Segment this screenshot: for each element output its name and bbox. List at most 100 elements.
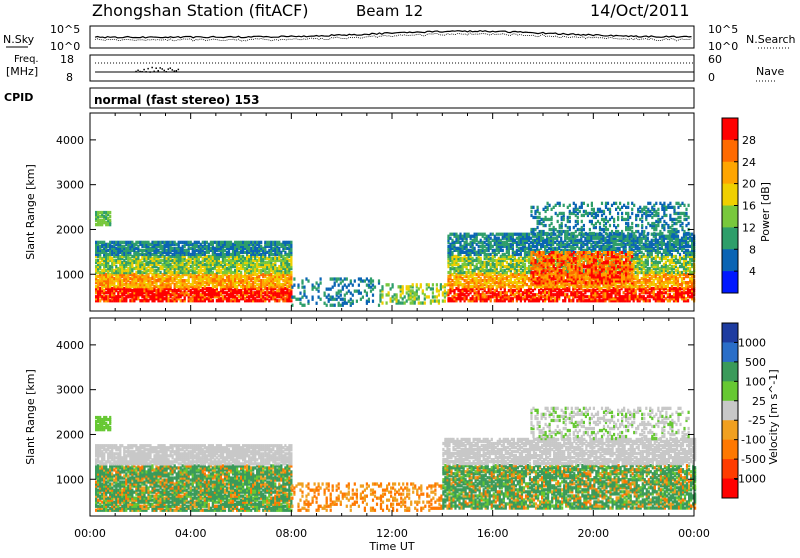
echo-cell (596, 241, 598, 244)
echo-cell (151, 273, 153, 276)
echo-cell (592, 245, 594, 248)
echo-cell (468, 299, 470, 302)
echo-cell (115, 241, 117, 244)
echo-cell (447, 235, 449, 238)
echo-cell (164, 277, 166, 280)
echo-cell (522, 291, 524, 294)
echo-cell (516, 295, 518, 298)
echo-cell (137, 245, 139, 248)
echo-cell (492, 275, 494, 278)
echo-cell (95, 285, 97, 288)
echo-cell (99, 245, 101, 248)
echo-cell (500, 255, 502, 258)
echo-cell (364, 279, 366, 282)
echo-cell (117, 241, 119, 244)
echo-cell (155, 289, 157, 292)
echo-cell (464, 251, 466, 254)
echo-cell (500, 239, 502, 242)
echo-cell (320, 298, 322, 301)
echo-cell (95, 241, 97, 244)
echo-cell (381, 301, 383, 304)
echo-cell (226, 283, 228, 286)
echo-cell (192, 261, 194, 264)
echo-cell (484, 287, 486, 290)
echo-cell (262, 289, 264, 292)
echo-cell (234, 269, 236, 272)
echo-cell (266, 261, 268, 264)
echo-cell (556, 243, 558, 246)
echo-cell (220, 297, 222, 300)
echo-cell (101, 257, 103, 260)
echo-cell (188, 293, 190, 296)
echo-cell (586, 295, 588, 298)
echo-cell (584, 237, 586, 240)
echo-cell (188, 285, 190, 288)
echo-cell (180, 275, 182, 278)
echo-cell (178, 285, 180, 288)
echo-cell (218, 253, 220, 256)
echo-cell (123, 259, 125, 262)
echo-cell (238, 299, 240, 302)
echo-cell (484, 241, 486, 244)
echo-cell (240, 285, 242, 288)
echo-cell (264, 279, 266, 282)
echo-cell (576, 235, 578, 238)
echo-cell (526, 247, 528, 250)
echo-cell (280, 259, 282, 262)
echo-cell (216, 299, 218, 302)
echo-cell (352, 284, 354, 287)
echo-cell (162, 259, 164, 262)
echo-cell (206, 293, 208, 296)
echo-cell (459, 233, 461, 236)
echo-cell (141, 299, 143, 302)
echo-cell (516, 259, 518, 262)
echo-cell (328, 288, 330, 291)
echo-cell (256, 283, 258, 286)
echo-cell (459, 241, 461, 244)
echo-cell (244, 285, 246, 288)
echo-cell (244, 241, 246, 244)
echo-cell (356, 290, 358, 293)
echo-cell (192, 291, 194, 294)
echo-cell (490, 283, 492, 286)
echo-cell (512, 297, 514, 300)
echo-cell (338, 277, 340, 280)
freq-dot (176, 70, 178, 72)
echo-cell (502, 241, 504, 244)
echo-cell (470, 285, 472, 288)
echo-cell (170, 241, 172, 244)
echo-cell (97, 275, 99, 278)
echo-cell (293, 284, 295, 287)
echo-cell (190, 297, 192, 300)
echo-cell (442, 285, 444, 288)
echo-cell (418, 295, 420, 298)
echo-cell (299, 302, 301, 305)
echo-cell (453, 241, 455, 244)
echo-cell (464, 271, 466, 274)
echo-cell (406, 299, 408, 302)
echo-cell (504, 277, 506, 280)
echo-cell (494, 249, 496, 252)
echo-cell (534, 293, 536, 296)
echo-cell (155, 279, 157, 282)
echo-cell (496, 253, 498, 256)
echo-cell (398, 285, 400, 288)
echo-cell (368, 298, 370, 301)
echo-cell (117, 267, 119, 270)
echo-cell (508, 243, 510, 246)
echo-cell (516, 241, 518, 244)
echo-cell (133, 273, 135, 276)
echo-cell (147, 273, 149, 276)
echo-cell (200, 243, 202, 246)
echo-cell (190, 265, 192, 268)
echo-cell (242, 291, 244, 294)
echo-cell (602, 289, 604, 292)
echo-cell (332, 304, 334, 307)
date-label: 14/Oct/2011 (590, 1, 690, 20)
echo-cell (478, 285, 480, 288)
echo-cell (600, 299, 602, 302)
echo-cell (200, 293, 202, 296)
echo-cell (139, 253, 141, 256)
echo-cell (268, 249, 270, 252)
echo-cell (538, 289, 540, 292)
